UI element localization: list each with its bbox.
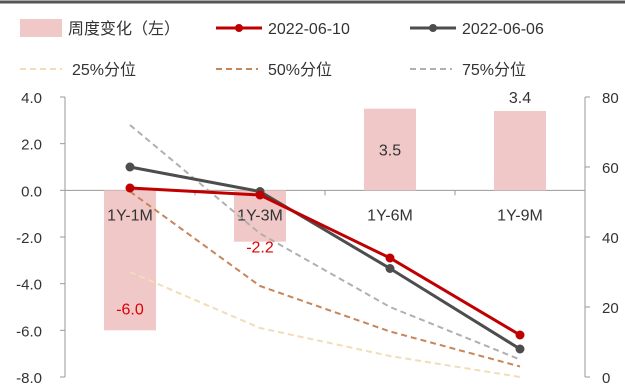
- bar-1Y-9M: [494, 111, 546, 191]
- left-tick-label: -6.0: [16, 323, 42, 340]
- legend: 周度变化（左） 2022-06-10 2022-06-06 25%分位 50%分位 75%…: [20, 19, 544, 79]
- legend-swatch-bar: [20, 19, 62, 37]
- left-tick-label: 2.0: [21, 137, 42, 154]
- bar-value-label: 3.5: [379, 143, 401, 160]
- line-series-3: [129, 271, 521, 378]
- category-label: 1Y-1M: [107, 207, 153, 224]
- legend-label-series-1: 2022-06-10: [268, 21, 350, 38]
- point-series-1: [515, 330, 525, 340]
- left-tick-label: 0.0: [21, 183, 42, 200]
- right-tick-label: 80: [602, 90, 619, 107]
- line-series-2: [129, 165, 521, 351]
- bar-value-label: -2.2: [246, 240, 274, 257]
- point-series-1: [385, 253, 395, 263]
- lines: [125, 124, 525, 378]
- bar-value-label: -6.0: [116, 301, 144, 318]
- point-series-1: [125, 183, 135, 193]
- right-tick-label: 60: [602, 160, 619, 177]
- line-series-4: [129, 190, 521, 368]
- legend-marker-series-1: [235, 24, 243, 32]
- right-tick-label: 40: [602, 230, 619, 247]
- left-tick-label: -4.0: [16, 277, 42, 294]
- category-label: 1Y-3M: [237, 207, 283, 224]
- bar-1Y-6M: [364, 108, 416, 191]
- right-tick-label: 20: [602, 300, 619, 317]
- bar-value-label: 3.4: [509, 90, 531, 107]
- point-series-2: [125, 162, 135, 172]
- left-tick-label: -2.0: [16, 230, 42, 247]
- point-series-2: [385, 264, 395, 273]
- line-series-5: [129, 124, 521, 361]
- left-tick-label: -8.0: [16, 370, 42, 383]
- point-series-2: [515, 344, 525, 354]
- right-tick-label: 0: [602, 370, 610, 383]
- legend-label-series-4: 50%分位: [268, 61, 332, 79]
- legend-label-bar: 周度变化（左）: [68, 20, 180, 38]
- legend-marker-series-2: [429, 24, 437, 32]
- line-series-1: [129, 186, 521, 337]
- bar-1Y-1M: [104, 190, 156, 331]
- category-label: 1Y-9M: [497, 207, 543, 224]
- bars: 1Y-1M 1Y-3M 1Y-6M 1Y-9M: [104, 108, 546, 331]
- legend-label-series-5: 75%分位: [462, 61, 526, 79]
- legend-label-series-2: 2022-06-06: [462, 21, 544, 38]
- category-label: 1Y-6M: [367, 207, 413, 224]
- legend-label-series-3: 25%分位: [72, 61, 136, 79]
- data-labels: -6.0 -2.2 3.5 3.4: [116, 90, 531, 318]
- point-series-1: [255, 190, 265, 200]
- left-tick-label: 4.0: [21, 90, 42, 107]
